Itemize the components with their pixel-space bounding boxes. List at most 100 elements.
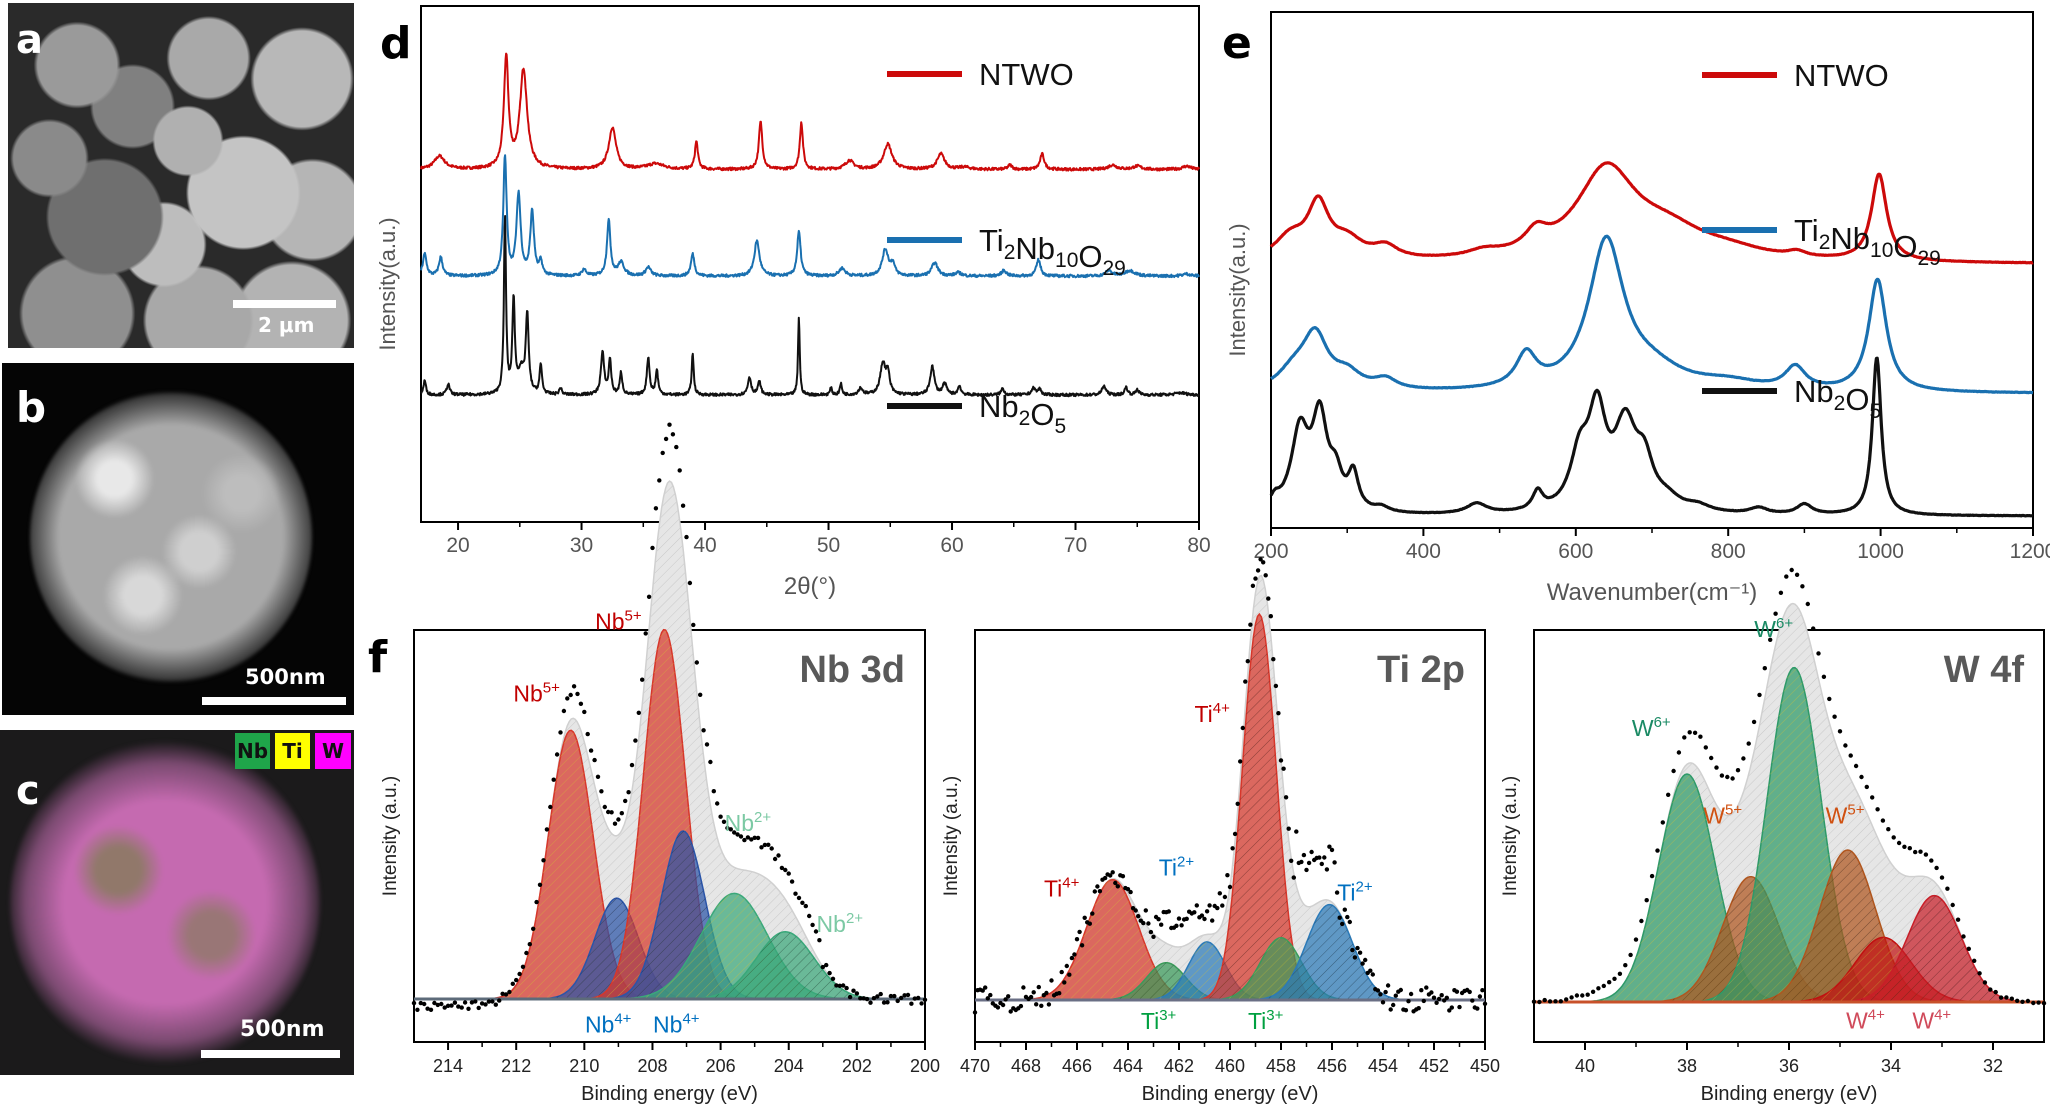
- xrd-chart: 20 30 40 50 60 70 80 2θ(°) Intensity(a.u.) NTWO Ti…: [375, 5, 1211, 600]
- raw-data-point: [1649, 873, 1655, 879]
- legend-label: Ti2Nb10O29: [1794, 213, 1941, 270]
- raw-data-point: [988, 992, 993, 998]
- raw-data-point: [1671, 768, 1676, 774]
- raw-data-point: [1703, 745, 1709, 750]
- raw-data-point: [1391, 1002, 1396, 1008]
- raw-data-point: [422, 1001, 427, 1007]
- raw-data-point: [616, 817, 621, 822]
- raw-data-point: [1406, 999, 1411, 1004]
- raw-data-point: [534, 899, 539, 905]
- legend-label-part: NTWO: [1794, 58, 1889, 93]
- x-tick-label: 38: [1677, 1056, 1697, 1076]
- raw-data-point: [1217, 891, 1223, 896]
- raw-data-point: [565, 696, 570, 701]
- x-axis-label: Binding energy (eV): [1701, 1083, 1878, 1105]
- raw-data-point: [602, 804, 607, 810]
- raw-data-point: [1243, 679, 1248, 684]
- peak-annotation: Nb5+: [513, 679, 560, 706]
- raw-data-point: [1837, 729, 1843, 734]
- peak-annotation-element: Ti: [1159, 855, 1177, 881]
- raw-data-point: [1923, 852, 1929, 857]
- component-hatch: [1534, 895, 2044, 1002]
- raw-data-point: [1067, 972, 1072, 977]
- x-axis-label: Binding energy (eV): [1142, 1083, 1319, 1105]
- raw-data-point: [844, 985, 849, 991]
- raw-data-point: [497, 998, 502, 1003]
- raw-data-point: [1317, 855, 1322, 860]
- raw-data-point: [1934, 865, 1939, 871]
- raw-data-point: [1475, 1006, 1480, 1011]
- raw-data-point: [1220, 903, 1225, 908]
- raw-data-point: [1031, 990, 1036, 995]
- raw-data-point: [1036, 984, 1042, 990]
- raw-data-point: [1271, 657, 1276, 662]
- raw-data-point: [1746, 741, 1751, 746]
- raw-data-point: [626, 790, 631, 795]
- raw-data-point: [1225, 873, 1230, 878]
- raw-data-point: [1006, 994, 1011, 999]
- legend-label-part: 5: [1869, 400, 1881, 423]
- raw-data-point: [1558, 999, 1564, 1004]
- raw-data-point: [1698, 734, 1703, 739]
- raw-data-point: [1848, 753, 1853, 758]
- component-hatch: [414, 730, 925, 999]
- raw-data-point: [684, 534, 689, 540]
- raw-data-point: [789, 879, 795, 884]
- raw-data-point: [1250, 583, 1256, 588]
- xps-ti2p-chart: 470 468 466 464 462 460 458 456 454 452 450 Binding…: [941, 557, 1500, 1105]
- raw-data-point: [1199, 913, 1205, 918]
- raw-data-point: [1210, 918, 1215, 923]
- peak-annotation: Nb2+: [817, 910, 864, 937]
- x-tick-label: 450: [1470, 1056, 1500, 1076]
- raw-data-point: [830, 976, 836, 981]
- raw-data-point: [742, 837, 747, 843]
- xps-nb3d-chart: 214 212 210 208 206 204 202 200 Binding energy (…: [380, 422, 940, 1105]
- raw-data-point: [1146, 921, 1151, 926]
- raw-data-point: [1151, 934, 1156, 939]
- y-axis-label: Intensity (a.u.): [941, 776, 962, 896]
- raw-data-point: [1913, 849, 1918, 855]
- raw-data-point: [1337, 915, 1342, 920]
- x-tick-label: 458: [1266, 1056, 1296, 1076]
- peak-annotation: W5+: [1826, 801, 1865, 828]
- raw-data-point: [650, 545, 655, 551]
- raw-data-point: [1143, 908, 1149, 913]
- raw-data-point: [1955, 917, 1961, 922]
- raw-data-point: [1034, 1002, 1039, 1007]
- raw-data-point: [1383, 989, 1388, 995]
- raw-data-point: [680, 503, 686, 508]
- raw-data-point: [813, 929, 819, 934]
- raw-data-point: [2009, 996, 2015, 1001]
- raw-data-point: [1108, 873, 1113, 878]
- raw-data-point: [599, 789, 604, 794]
- raw-data-point: [1258, 557, 1263, 562]
- raw-data-point: [1286, 826, 1291, 831]
- raw-data-point: [1811, 626, 1816, 631]
- raw-data-point: [1531, 999, 1537, 1004]
- legend-label-part: Ti: [1794, 213, 1819, 248]
- peak-annotation-element: W: [1846, 1008, 1868, 1034]
- raw-data-point: [1192, 910, 1197, 915]
- raw-data-point: [575, 691, 580, 697]
- raw-data-point: [864, 996, 870, 1002]
- raw-data-point: [1355, 945, 1360, 951]
- x-tick-label: 202: [842, 1056, 872, 1076]
- raw-data-point: [772, 856, 778, 862]
- raw-data-point: [418, 1000, 423, 1006]
- raw-data-point: [1240, 725, 1246, 731]
- raw-data-point: [735, 832, 740, 837]
- element-map-image: [10, 740, 320, 1065]
- raw-data-point: [752, 835, 757, 840]
- raw-data-point: [807, 913, 812, 919]
- eds-map-panel-c: c Nb Ti W 500nm: [0, 730, 354, 1075]
- peak-annotation-element: Ti: [1194, 701, 1212, 727]
- raw-data-point: [1385, 983, 1391, 988]
- raw-data-point: [1794, 572, 1800, 577]
- raw-data-point: [1676, 750, 1682, 755]
- raw-data-point: [1248, 622, 1253, 627]
- x-tick-label: 466: [1062, 1056, 1092, 1076]
- raw-data-point: [640, 677, 645, 682]
- raw-data-point: [1301, 852, 1307, 858]
- raw-data-point: [1046, 1002, 1052, 1007]
- raw-data-point: [507, 989, 512, 995]
